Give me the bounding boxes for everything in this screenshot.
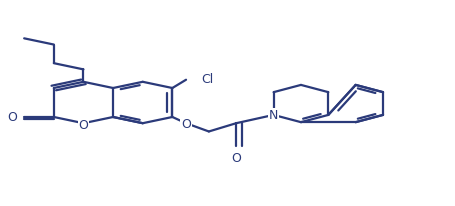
Text: O: O [231, 151, 241, 164]
Text: O: O [7, 111, 17, 124]
Text: N: N [268, 109, 278, 122]
Text: O: O [181, 117, 191, 130]
Text: O: O [78, 118, 88, 131]
Text: Cl: Cl [201, 72, 213, 85]
